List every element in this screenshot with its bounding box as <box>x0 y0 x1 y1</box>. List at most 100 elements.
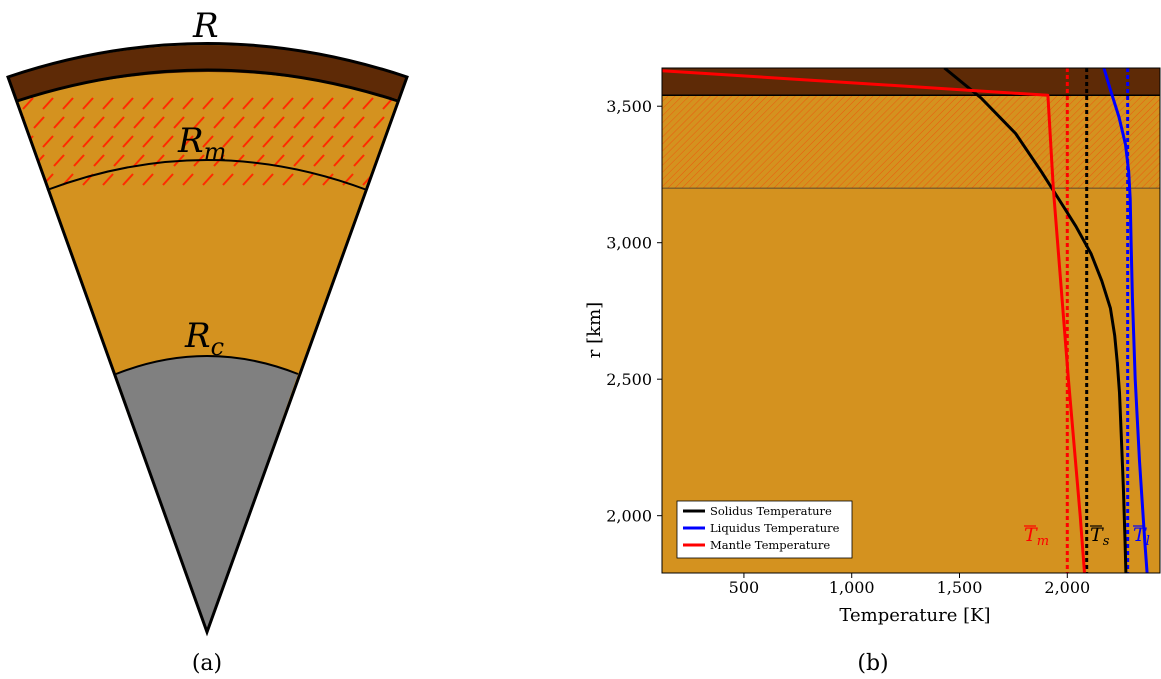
hatch-mark <box>62 97 74 110</box>
hatch-mark <box>62 135 74 148</box>
hatch-mark <box>342 97 354 110</box>
y-tick-label: 3,500 <box>606 97 652 116</box>
hatch-mark <box>333 154 345 167</box>
hatch-mark <box>322 135 334 148</box>
hatch-mark <box>122 97 134 110</box>
hatch-mark <box>153 116 165 129</box>
y-tick-label: 2,000 <box>606 507 652 526</box>
crust-base-boundary <box>16 68 399 103</box>
legend: Solidus Temperature Liquidus Temperature M… <box>676 500 853 559</box>
melt-radius-label: Rm <box>177 121 226 166</box>
t-s-symbol: T <box>1090 524 1104 546</box>
legend-label: Solidus Temperature <box>710 504 832 518</box>
y-axis-ticks: 2,000 2,500 3,000 3,500 <box>606 97 662 526</box>
t-l-symbol: T <box>1133 524 1147 546</box>
hatch-mark <box>73 116 85 129</box>
t-m-label: Tm <box>1024 524 1049 549</box>
t-s-subscript: s <box>1103 534 1110 549</box>
hatch-mark <box>353 116 365 129</box>
hatch-mark <box>102 173 114 186</box>
plot-frame <box>661 67 1161 574</box>
hatch-mark <box>173 116 185 129</box>
hatch-mark <box>142 97 154 110</box>
hatch-mark <box>213 116 225 129</box>
melt-radius-symbol: R <box>177 121 204 161</box>
hatch-mark <box>313 116 325 129</box>
hatch-mark <box>242 135 254 148</box>
series-line-liquidus-temperature <box>1102 68 1149 573</box>
hatch-mark <box>233 116 245 129</box>
hatch-mark <box>33 116 45 129</box>
hatch-mark <box>113 154 125 167</box>
panel-b-caption: (b) <box>857 651 888 676</box>
t-l-annotation: Tl <box>1133 524 1150 549</box>
wedge-outline <box>6 42 409 637</box>
hatch-mark <box>342 135 354 148</box>
hatch-mark <box>293 116 305 129</box>
hatch-mark <box>182 173 194 186</box>
hatch-mark <box>202 173 214 186</box>
hatch-mark <box>282 97 294 110</box>
hatch-mark <box>313 154 325 167</box>
hatch-mark <box>53 154 65 167</box>
hatch-mark <box>253 116 265 129</box>
hatch-mark <box>22 173 34 186</box>
t-s-annotation: Ts <box>1090 524 1110 549</box>
hatch-mark <box>202 135 214 148</box>
x-axis-label: Temperature [K] <box>839 605 990 626</box>
hatch-mark <box>202 97 214 110</box>
hatch-mark <box>82 135 94 148</box>
y-tick-label: 2,500 <box>606 370 652 389</box>
hatch-mark <box>242 173 254 186</box>
hatch-mark <box>142 173 154 186</box>
hatch-mark <box>222 173 234 186</box>
hatch-mark <box>102 135 114 148</box>
hatch-mark <box>393 116 405 129</box>
hatch-mark <box>122 135 134 148</box>
hatch-mark <box>282 173 294 186</box>
hatch-mark <box>253 154 265 167</box>
panel-a-caption: (a) <box>192 651 222 676</box>
t-l-label: Tl <box>1133 524 1150 549</box>
hatch-mark <box>133 116 145 129</box>
hatch-mark <box>133 154 145 167</box>
hatch-mark <box>153 154 165 167</box>
melt-radius-subscript: m <box>204 138 227 166</box>
hatch-mark <box>142 135 154 148</box>
hatch-mark <box>222 97 234 110</box>
panel-b: 500 1,000 1,500 2,000 2,0002,5003,0003,500 … <box>584 67 1161 676</box>
hatch-mark <box>302 173 314 186</box>
hatch-mark <box>273 116 285 129</box>
legend-label: Liquidus Temperature <box>710 521 840 535</box>
core-boundary <box>115 355 299 375</box>
hatch-mark <box>242 97 254 110</box>
hatch-mark <box>162 173 174 186</box>
hatch-mark <box>273 154 285 167</box>
t-m-annotation: Tm <box>1024 524 1049 549</box>
hatch-mark <box>373 116 385 129</box>
x-tick-label: 2,000 <box>1044 578 1090 597</box>
surface-radius-label: R <box>192 6 219 46</box>
hatch-mark <box>302 135 314 148</box>
hatch-mark <box>382 173 394 186</box>
hatch-mark <box>182 135 194 148</box>
t-m-symbol: T <box>1024 524 1038 546</box>
hatch-mark <box>262 173 274 186</box>
hatch-mark <box>42 135 54 148</box>
series-line-mantle-temperature <box>662 69 1086 573</box>
hatch-mark <box>122 173 134 186</box>
legend-label: Mantle Temperature <box>710 538 830 552</box>
x-tick-label: 1,500 <box>937 578 983 597</box>
hatch-mark <box>322 173 334 186</box>
x-axis-ticks: 500 1,000 1,500 2,000 <box>729 573 1090 597</box>
y-tick-label: 3,000 <box>606 234 652 253</box>
y-axis-label: r [km] <box>584 302 605 358</box>
hatch-mark <box>262 97 274 110</box>
x-tick-label: 1,000 <box>829 578 875 597</box>
hatch-mark <box>162 97 174 110</box>
hatch-mark <box>73 154 85 167</box>
hatch-mark <box>13 154 25 167</box>
temperature-curves <box>662 68 1149 573</box>
hatch-mark <box>42 97 54 110</box>
